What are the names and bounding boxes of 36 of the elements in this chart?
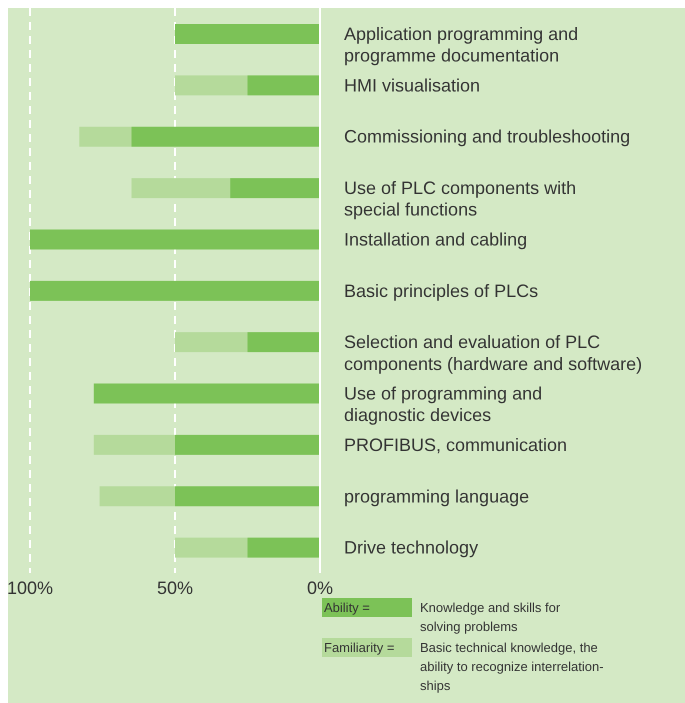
y-tick-label: Installation and cabling <box>344 229 528 250</box>
y-tick-label: Commissioning and troubleshooting <box>344 126 630 147</box>
bar <box>248 332 320 352</box>
bar <box>132 126 320 147</box>
bar <box>132 178 230 198</box>
x-tick-label: 0% <box>306 578 334 598</box>
text: Knowledge and skills for solving problems <box>420 599 560 636</box>
bar <box>79 126 132 147</box>
text: Basic technical knowledge, the ability to recognize interrelation- ships <box>420 639 604 695</box>
bar <box>175 75 248 96</box>
x-tick-label: 100% <box>6 578 54 598</box>
bar <box>230 178 320 198</box>
y-tick-label: Drive technology <box>344 538 478 558</box>
bar <box>30 280 320 301</box>
bar <box>175 332 248 352</box>
y-tick-label: programming language <box>344 486 530 506</box>
bar <box>94 384 320 404</box>
y-tick-label: Basic principles of PLCs <box>344 280 538 301</box>
bar <box>248 538 320 558</box>
bar <box>100 486 175 506</box>
bar <box>175 486 320 506</box>
bar <box>175 434 320 455</box>
y-tick-label: Use of programming and diagnostic devices <box>344 384 542 426</box>
bar <box>175 538 248 558</box>
y-tick-label: Use of PLC components with special functions <box>344 178 576 220</box>
bar <box>30 229 320 250</box>
bar <box>248 75 320 96</box>
x-tick-label: 50% <box>156 578 194 598</box>
y-tick-label: HMI visualisation <box>344 75 480 96</box>
y-tick-label: Selection and evaluation of PLC components (hardware and software) <box>344 332 642 374</box>
text: Ability = <box>322 598 412 617</box>
text: Familiarity = <box>322 638 412 657</box>
y-tick-label: Application programming and programme documentation <box>344 24 578 66</box>
y-tick-label: PROFIBUS, communication <box>344 434 568 455</box>
bar <box>94 434 175 455</box>
bar <box>175 24 320 44</box>
